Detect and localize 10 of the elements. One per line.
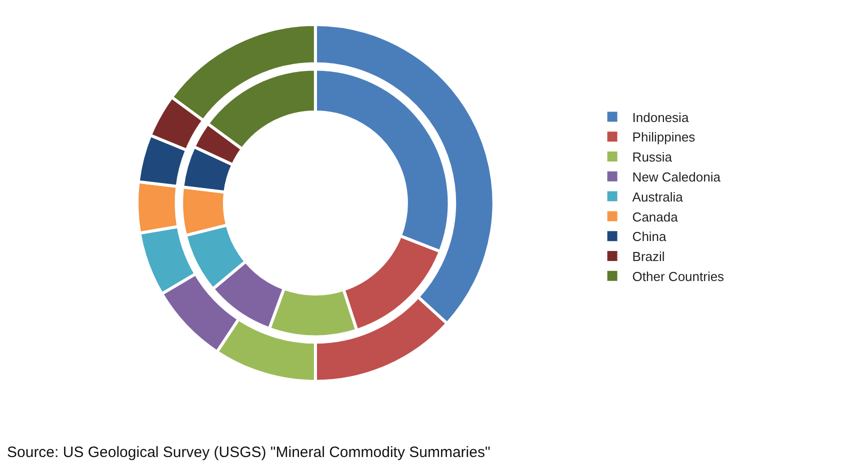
legend-label: New Caledonia (632, 169, 722, 184)
legend-label: China (632, 229, 668, 244)
legend-label: Philippines (632, 130, 696, 145)
legend-label: Indonesia (632, 110, 690, 125)
legend-label: Other Countries (632, 268, 725, 284)
legend-label: Canada (632, 209, 679, 224)
legend-label: Russia (632, 150, 673, 165)
source-note: Source: US Geological Survey (USGS) "Mineral Commodity Summaries" (7, 444, 490, 461)
legend-label: Brazil (632, 249, 665, 264)
legend-label: Australia (632, 189, 684, 204)
